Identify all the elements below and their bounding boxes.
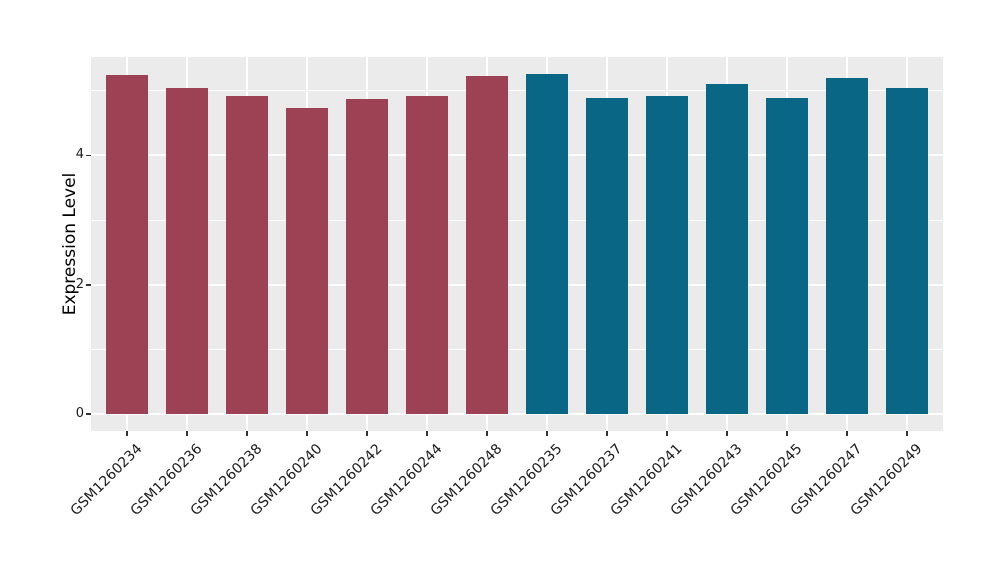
bar-GSM1260244: [406, 96, 448, 415]
x-tick-GSM1260244: [426, 431, 428, 436]
bar-GSM1260243: [706, 84, 748, 415]
x-tick-GSM1260242: [366, 431, 368, 436]
x-tick-GSM1260240: [306, 431, 308, 436]
y-tick-label-2: 2: [75, 276, 84, 292]
x-tick-GSM1260237: [606, 431, 608, 436]
bar-GSM1260238: [226, 96, 268, 415]
y-tick-4: [86, 154, 91, 157]
bar-GSM1260248: [466, 75, 508, 415]
x-tick-GSM1260249: [906, 431, 908, 436]
bar-GSM1260240: [286, 108, 328, 415]
gridline-major-y0: [91, 413, 943, 416]
x-tick-GSM1260247: [846, 431, 848, 436]
gridline-major-y4: [91, 154, 943, 157]
x-tick-GSM1260241: [666, 431, 668, 436]
y-tick-2: [86, 284, 91, 286]
gridline-major-y2: [91, 283, 943, 286]
bar-GSM1260247: [826, 77, 868, 415]
y-axis-title: Expression Level: [60, 172, 80, 316]
gridline-minor-y1: [91, 348, 943, 350]
x-tick-GSM1260235: [546, 431, 548, 436]
bar-GSM1260249: [886, 88, 928, 415]
y-tick-label-0: 0: [75, 406, 84, 422]
x-tick-GSM1260245: [786, 431, 788, 436]
y-tick-label-4: 4: [75, 147, 84, 163]
bar-GSM1260237: [586, 98, 628, 415]
gridline-minor-y5: [91, 90, 943, 92]
x-tick-GSM1260234: [126, 431, 128, 436]
x-tick-GSM1260236: [186, 431, 188, 436]
x-tick-GSM1260248: [486, 431, 488, 436]
x-tick-GSM1260243: [726, 431, 728, 436]
y-tick-0: [86, 413, 91, 415]
plot-panel: [91, 57, 943, 431]
bar-GSM1260234: [106, 75, 148, 415]
bar-GSM1260235: [526, 73, 568, 415]
x-tick-GSM1260238: [246, 431, 248, 436]
bar-GSM1260241: [646, 96, 688, 415]
bar-GSM1260242: [346, 99, 388, 415]
gridline-minor-y3: [91, 219, 943, 221]
bar-GSM1260236: [166, 88, 208, 415]
bar-GSM1260245: [766, 97, 808, 415]
